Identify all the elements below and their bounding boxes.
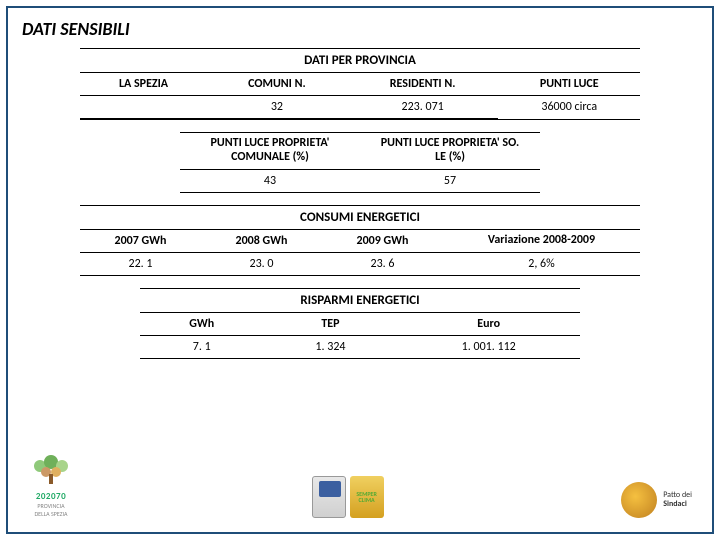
logo-center: SEMPER CLIMA bbox=[312, 476, 384, 518]
table-cell: 36000 circa bbox=[498, 96, 640, 119]
logo-left-sub1: PROVINCIA bbox=[37, 502, 64, 510]
tree-icon bbox=[28, 451, 74, 491]
table-proprieta: PUNTI LUCE PROPRIETA' COMUNALE (%) PUNTI… bbox=[180, 132, 540, 193]
footer-logos: 202070 PROVINCIA DELLA SPEZIA SEMPER CLI… bbox=[28, 451, 692, 518]
table-consumi: 2007 GWh 2008 GWh 2009 GWh Variazione 20… bbox=[80, 229, 640, 275]
table-header: Euro bbox=[397, 312, 580, 335]
table-risparmi: GWh TEP Euro 7. 1 1. 324 1. 001. 112 bbox=[140, 312, 580, 358]
table-cell: 1. 324 bbox=[263, 335, 397, 358]
page-title: DATI SENSIBILI bbox=[22, 18, 698, 40]
table-header: COMUNI N. bbox=[207, 73, 347, 96]
table-cell bbox=[80, 96, 207, 119]
table-provincia: LA SPEZIA COMUNI N. RESIDENTI N. PUNTI L… bbox=[80, 72, 640, 119]
section3-title: CONSUMI ENERGETICI bbox=[80, 206, 640, 229]
table-cell: 1. 001. 112 bbox=[397, 335, 580, 358]
table-cell: 57 bbox=[360, 169, 540, 192]
section-provincia: DATI PER PROVINCIA LA SPEZIA COMUNI N. R… bbox=[80, 48, 640, 120]
table-header: PUNTI LUCE PROPRIETA' COMUNALE (%) bbox=[180, 133, 360, 170]
table-header: 2008 GWh bbox=[201, 229, 322, 252]
logo-right-text: Patto dei Sindaci bbox=[663, 491, 692, 509]
table-header: LA SPEZIA bbox=[80, 73, 207, 96]
section-consumi: CONSUMI ENERGETICI 2007 GWh 2008 GWh 200… bbox=[80, 205, 640, 276]
logo-provincia: 202070 PROVINCIA DELLA SPEZIA bbox=[28, 451, 74, 518]
table-cell: 2, 6% bbox=[443, 252, 640, 275]
table-header: 2009 GWh bbox=[322, 229, 443, 252]
table-cell: 22. 1 bbox=[80, 252, 201, 275]
table-header: Variazione 2008-2009 bbox=[443, 229, 640, 252]
table-cell: 23. 6 bbox=[322, 252, 443, 275]
logo-left-sub2: DELLA SPEZIA bbox=[34, 510, 67, 518]
logo-right-line2: Sindaci bbox=[663, 500, 692, 509]
logo-patto: Patto dei Sindaci bbox=[621, 482, 692, 518]
table-header: PUNTI LUCE PROPRIETA' SO. LE (%) bbox=[360, 133, 540, 170]
gold-badge-icon: SEMPER CLIMA bbox=[350, 476, 384, 518]
table-header: PUNTI LUCE bbox=[498, 73, 640, 96]
logo-left-main: 202070 bbox=[36, 491, 66, 502]
globe-icon bbox=[621, 482, 657, 518]
table-header: GWh bbox=[140, 312, 263, 335]
crest-icon bbox=[312, 476, 346, 518]
section1-title: DATI PER PROVINCIA bbox=[80, 49, 640, 72]
table-header: RESIDENTI N. bbox=[347, 73, 499, 96]
frame: DATI SENSIBILI DATI PER PROVINCIA LA SPE… bbox=[6, 6, 714, 534]
table-cell: 32 bbox=[207, 96, 347, 119]
table-cell: 23. 0 bbox=[201, 252, 322, 275]
table-header: TEP bbox=[263, 312, 397, 335]
section-risparmi: RISPARMI ENERGETICI GWh TEP Euro 7. 1 1.… bbox=[140, 288, 580, 359]
gold-badge-text: SEMPER CLIMA bbox=[350, 491, 384, 503]
section-proprieta: PUNTI LUCE PROPRIETA' COMUNALE (%) PUNTI… bbox=[180, 132, 540, 193]
section4-title: RISPARMI ENERGETICI bbox=[140, 289, 580, 312]
table-cell: 223. 071 bbox=[347, 96, 499, 119]
table-cell: 7. 1 bbox=[140, 335, 263, 358]
table-cell: 43 bbox=[180, 169, 360, 192]
table-header: 2007 GWh bbox=[80, 229, 201, 252]
